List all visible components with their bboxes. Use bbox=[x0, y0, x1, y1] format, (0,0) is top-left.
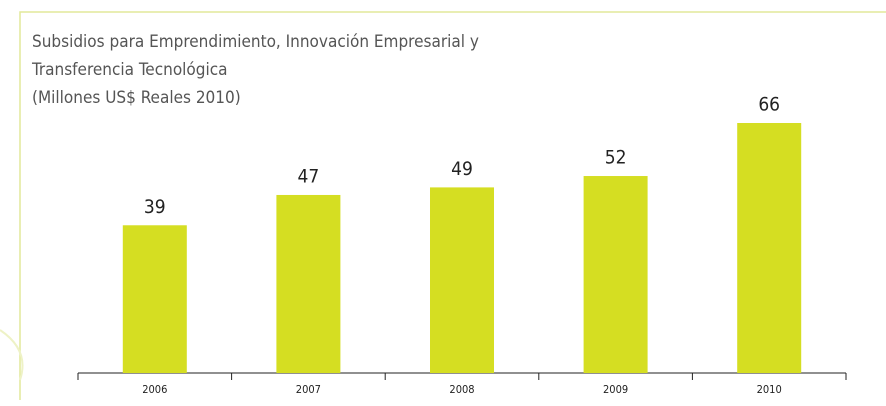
bar bbox=[276, 194, 341, 373]
bar bbox=[737, 123, 802, 373]
x-tick-label: 2009 bbox=[603, 383, 628, 396]
data-label: 49 bbox=[451, 158, 473, 180]
bar bbox=[122, 225, 187, 373]
decoration bbox=[0, 329, 24, 381]
x-tick-label: 2007 bbox=[296, 383, 321, 396]
data-label: 52 bbox=[605, 147, 627, 169]
chart-title: Subsidios para Emprendimiento, Innovació… bbox=[32, 32, 479, 52]
data-label: 66 bbox=[758, 94, 780, 116]
x-tick-label: 2008 bbox=[449, 383, 474, 396]
x-tick-label: 2010 bbox=[757, 383, 782, 396]
bar bbox=[430, 187, 494, 373]
x-tick-label: 2006 bbox=[142, 383, 167, 396]
data-label: 47 bbox=[298, 165, 320, 187]
frame bbox=[19, 11, 886, 400]
data-label: 39 bbox=[144, 196, 166, 218]
chart-subtitle: (Millones US$ Reales 2010) bbox=[32, 88, 241, 108]
chart-title: Transferencia Tecnológica bbox=[31, 60, 228, 80]
bar bbox=[583, 176, 648, 373]
